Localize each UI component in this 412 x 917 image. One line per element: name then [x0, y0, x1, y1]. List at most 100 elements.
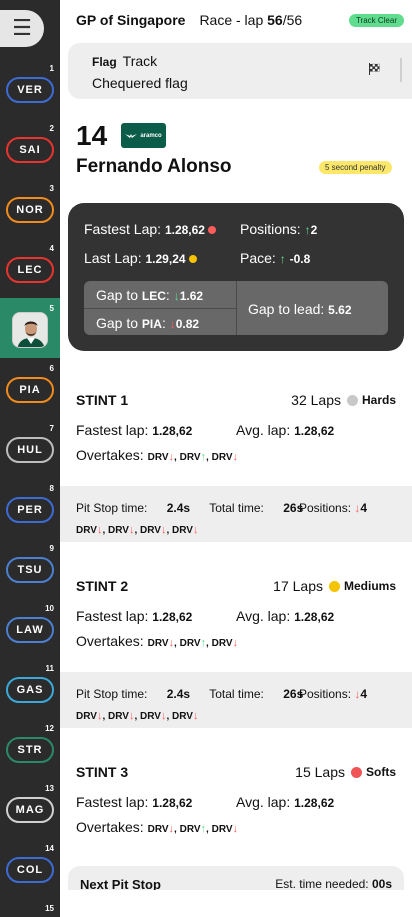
menu-icon[interactable]: ☰	[0, 10, 44, 47]
race-header: GP of Singapore Race - lap 56/56 Track C…	[76, 11, 404, 29]
driver-code: STR	[6, 737, 54, 763]
sidebar-driver-nor[interactable]: 3 NOR	[0, 178, 60, 238]
stint-fastest: Fastest lap: 1.28,62	[76, 794, 192, 810]
sidebar-driver-per[interactable]: 8 PER	[0, 478, 60, 538]
sidebar-driver-mag[interactable]: 13 MAG	[0, 778, 60, 838]
gap-label: Gap to	[96, 287, 142, 303]
pit-stop-time: Pit Stop time: 2.4s	[76, 501, 190, 515]
arrow-down-icon: ↓	[173, 289, 180, 303]
sidebar-driver-ver[interactable]: 1 VER	[0, 58, 60, 118]
stint-card: STINT 1 32 Laps Hards Fastest lap: 1.28,6…	[60, 392, 412, 472]
position-number: 5	[49, 304, 54, 313]
stint-overtakes: Overtakes: DRV↓, DRV↑, DRV↓	[76, 447, 239, 463]
flag-value: Chequered flag	[92, 75, 188, 91]
sidebar-driver-gas[interactable]: 11 GAS	[0, 658, 60, 718]
arrow-up-icon: ↑	[279, 252, 286, 266]
gap-label: Gap to	[96, 315, 142, 331]
fastest-lap-value: 1.28,62	[164, 223, 205, 237]
positions-stat: Positions: ↑2	[240, 221, 317, 237]
gap-to-lec: Gap to LEC: ↓1.62	[96, 287, 204, 303]
total-time: Total time: 26s	[209, 687, 303, 701]
driver-code: TSU	[6, 557, 54, 583]
pit-positions: Positions: ↓4	[299, 501, 367, 515]
drv-tag: DRV	[179, 452, 201, 463]
fastest-value: 1.28,62	[152, 610, 193, 624]
drv-tag: DRV	[76, 711, 97, 722]
gap-driver: LEC	[141, 289, 166, 303]
position-number: 10	[45, 604, 54, 613]
chequered-flag-icon	[369, 63, 380, 75]
gap-value: 5.62	[328, 303, 352, 317]
track-status-badge: Track Clear	[348, 13, 404, 27]
pit-positions-value: 4	[360, 687, 368, 701]
sidebar-driver-tsu[interactable]: 9 TSU	[0, 538, 60, 598]
arrow-down-icon: ↓	[192, 710, 199, 722]
arrow-up-icon: ↑	[200, 637, 207, 649]
total-time-value: 26s	[283, 501, 304, 515]
est-value: 00s	[371, 877, 392, 891]
gap-value: 1.62	[179, 289, 204, 303]
stint-title: STINT 3	[76, 764, 129, 780]
next-pit-title: Next Pit Stop	[80, 877, 161, 892]
sidebar-driver-col[interactable]: 14 COL	[0, 838, 60, 898]
position-number: 9	[49, 544, 54, 553]
sidebar-driver-str[interactable]: 12 STR	[0, 718, 60, 778]
tyre-compound: Mediums	[343, 579, 396, 593]
pace-label: Pace:	[240, 250, 276, 266]
driver-code: NOR	[6, 197, 54, 223]
pitstop-times: Pit Stop time: 2.4s Total time: 26s	[76, 687, 319, 701]
avg-label: Avg. lap:	[236, 608, 291, 624]
arrow-up-icon: ↑	[200, 823, 207, 835]
gap-driver: PIA	[141, 317, 162, 331]
lap-count: 32 Laps	[291, 392, 341, 408]
flag-card[interactable]: Flag Track Chequered flag	[68, 43, 412, 99]
race-lap-label: Race - lap	[199, 12, 268, 28]
drv-tag: DRV	[147, 452, 169, 463]
position-number: 3	[49, 184, 54, 193]
position-number: 6	[49, 364, 54, 373]
drv-tag: DRV	[179, 824, 201, 835]
pit-positions-value: 4	[360, 501, 368, 515]
fastest-lap-stat: Fastest Lap: 1.28,62	[84, 221, 216, 237]
sidebar-driver-law[interactable]: 10 LAW	[0, 598, 60, 658]
current-lap: 56	[267, 12, 283, 28]
driver-code: LEC	[6, 257, 54, 283]
sidebar-driver-pia[interactable]: 6 PIA	[0, 358, 60, 418]
fastest-label: Fastest lap:	[76, 794, 149, 810]
sidebar-driver-15[interactable]: 15	[0, 898, 60, 917]
stint-fastest: Fastest lap: 1.28,62	[76, 422, 192, 438]
penalty-badge: 5 second penalty	[319, 161, 392, 174]
sidebar-driver-sai[interactable]: 2 SAI	[0, 118, 60, 178]
drv-tag: DRV	[211, 638, 233, 649]
pit-overtakes: DRV↓, DRV↓, DRV↓, DRV↓	[76, 710, 199, 722]
team-logo-text: aramco	[140, 132, 162, 139]
sidebar-driver-lec[interactable]: 4 LEC	[0, 238, 60, 298]
drv-tag: DRV	[140, 525, 161, 536]
arrow-down-icon: ↓	[160, 710, 167, 722]
arrow-up-icon: ↑	[200, 451, 207, 463]
sidebar-driver-alo-selected[interactable]: 5	[0, 298, 60, 358]
drv-tag: DRV	[179, 638, 201, 649]
fastest-lap-dot	[207, 226, 216, 235]
tyre-compound: Softs	[366, 765, 396, 779]
driver-stats-card: Fastest Lap: 1.28,62 Positions: ↑2 Last …	[68, 203, 404, 351]
sidebar-driver-hul[interactable]: 7 HUL	[0, 418, 60, 478]
driver-code: LAW	[6, 617, 54, 643]
flag-heading: Flag Track	[92, 53, 157, 69]
pitstop-card: Pit Stop time: 2.4s Total time: 26s Posi…	[60, 672, 412, 728]
scroll-handle[interactable]	[400, 58, 402, 82]
avg-value: 1.28,62	[294, 610, 335, 624]
pitstop-card: Pit Stop time: 2.4s Total time: 26s Posi…	[60, 486, 412, 542]
driver-code: HUL	[6, 437, 54, 463]
lap-count: 17 Laps	[273, 578, 323, 594]
pit-positions-label: Positions:	[299, 501, 352, 515]
total-laps: /56	[282, 12, 303, 28]
pit-positions-label: Positions:	[299, 687, 352, 701]
driver-sidebar: ☰ 1 VER 2 SAI 3 NOR 4 LEC 5 6 PIA 7 HUL 8 PER 9…	[0, 0, 60, 917]
avg-value: 1.28,62	[294, 796, 335, 810]
bottom-fade	[60, 890, 412, 917]
pit-overtakes: DRV↓, DRV↓, DRV↓, DRV↓	[76, 524, 199, 536]
arrow-down-icon: ↓	[232, 637, 239, 649]
gap-to-lead: Gap to lead: 5.62	[248, 301, 352, 317]
tyre-dot-icon	[328, 580, 340, 592]
